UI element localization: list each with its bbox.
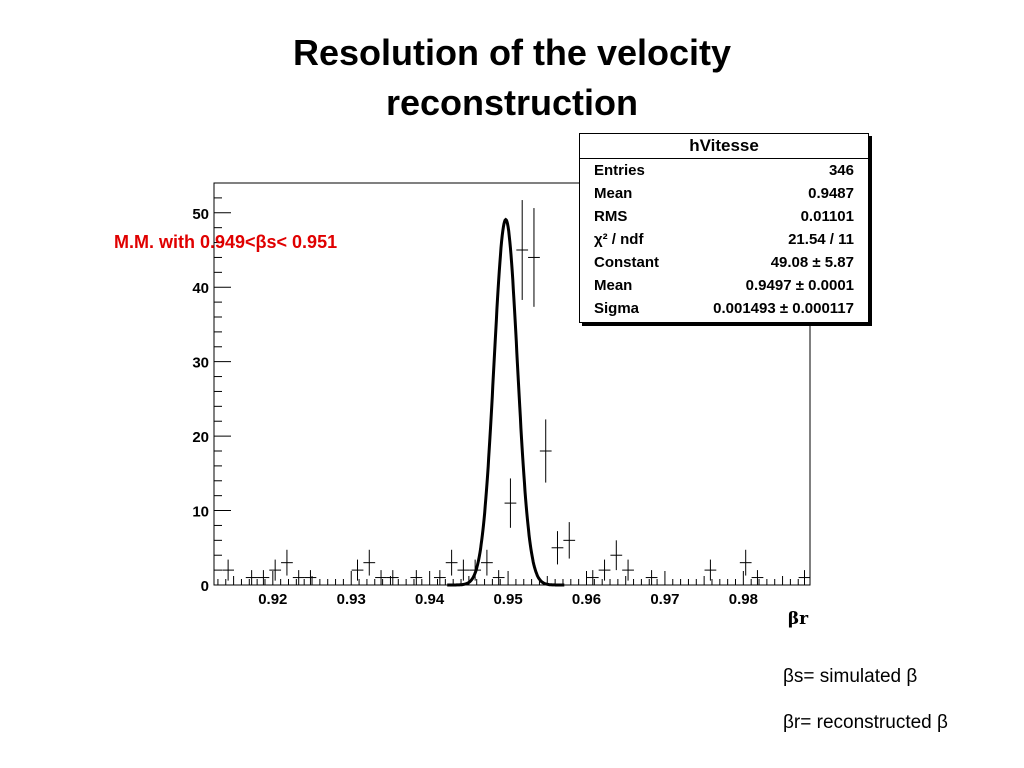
x-tick-label: 0.92: [258, 591, 287, 608]
stats-label: Entries: [594, 162, 645, 179]
stats-value: 0.9487: [808, 185, 854, 202]
stats-value: 0.001493 ± 0.000117: [713, 300, 854, 317]
data-point: [257, 570, 270, 585]
stats-value: 0.9497 ± 0.0001: [745, 277, 854, 294]
data-point: [539, 419, 552, 483]
data-point: [304, 570, 317, 585]
data-point: [445, 549, 458, 576]
plot-frame: [213, 182, 811, 586]
data-point: [457, 559, 470, 581]
data-point: [481, 549, 493, 576]
data-point: [704, 559, 717, 581]
data-point: [751, 570, 764, 585]
stats-row: Sigma 0.001493 ± 0.000117: [580, 297, 868, 320]
data-point: [269, 559, 282, 581]
data-point: [610, 540, 623, 571]
data-point: [245, 570, 258, 585]
y-tick-label: 40: [192, 280, 209, 297]
x-tick-label: 0.96: [572, 591, 601, 608]
axis-ticks: 0.92 0.93 0.94 0.95 0.96 0.97 0.98 0 10 20 30 40 50: [192, 182, 799, 608]
x-axis-label: βr: [788, 609, 809, 629]
y-tick-label: 10: [192, 504, 209, 521]
data-point: [504, 478, 517, 528]
stats-label: Mean: [594, 185, 633, 202]
data-point: [551, 531, 564, 565]
data-point: [386, 570, 399, 585]
data-point: [410, 570, 423, 585]
data-point: [598, 559, 611, 581]
stats-value: 21.54 / 11: [788, 231, 854, 248]
note-simulated: βs= simulated β: [783, 666, 918, 687]
data-point: [292, 570, 305, 585]
data-point: [586, 570, 599, 585]
stats-label: χ² / ndf: [594, 231, 644, 248]
data-point: [798, 570, 811, 585]
x-tick-label: 0.93: [337, 591, 366, 608]
data-point: [375, 570, 387, 585]
stats-label: RMS: [594, 208, 628, 225]
gaussian-fit-curve: [447, 217, 565, 587]
x-tick-label: 0.97: [650, 591, 679, 608]
title-line-2: reconstruction: [385, 82, 639, 123]
stats-box: hVitesse Entries 346 Mean 0.9487 RMS 0.0…: [579, 133, 869, 323]
data-point: [363, 549, 376, 576]
data-point: [433, 570, 446, 585]
data-point: [351, 559, 364, 581]
data-points: [222, 200, 811, 585]
y-tick-label: 0: [201, 578, 209, 595]
stats-row: Mean 0.9487: [580, 182, 868, 205]
stats-row: Mean 0.9497 ± 0.0001: [580, 274, 868, 297]
title-line-1: Resolution of the velocity: [292, 32, 732, 73]
x-tick-label: 0.94: [415, 591, 445, 608]
data-point: [516, 200, 529, 300]
stats-label: Sigma: [594, 300, 640, 317]
x-tick-label: 0.98: [729, 591, 758, 608]
y-tick-label: 30: [192, 355, 209, 372]
data-point: [739, 549, 752, 576]
data-point: [281, 549, 293, 576]
data-point: [563, 522, 576, 559]
y-tick-label: 20: [192, 429, 209, 446]
stats-row: χ² / ndf 21.54 / 11: [580, 228, 868, 251]
stats-row: Entries 346: [580, 159, 868, 182]
stats-value: 346: [828, 162, 854, 179]
data-point: [492, 570, 505, 585]
stats-label: Constant: [594, 254, 659, 271]
data-point: [222, 559, 234, 581]
note-reconstructed: βr= reconstructed β: [783, 712, 948, 733]
stats-box-title: hVitesse: [580, 134, 868, 159]
selection-annotation: M.M. with 0.949<βs< 0.951: [114, 232, 338, 252]
stats-value: 0.01101: [800, 208, 854, 225]
data-point: [645, 570, 658, 585]
x-tick-label: 0.95: [493, 591, 522, 608]
stats-label: Mean: [594, 277, 633, 294]
slide-title: Resolution of the velocity reconstructio…: [0, 28, 1024, 128]
data-point: [528, 208, 540, 307]
stats-row: Constant 49.08 ± 5.87: [580, 251, 868, 274]
y-tick-label: 50: [192, 206, 209, 223]
stats-row: RMS 0.01101: [580, 205, 868, 228]
stats-value: 49.08 ± 5.87: [770, 254, 854, 271]
data-point: [622, 559, 634, 581]
